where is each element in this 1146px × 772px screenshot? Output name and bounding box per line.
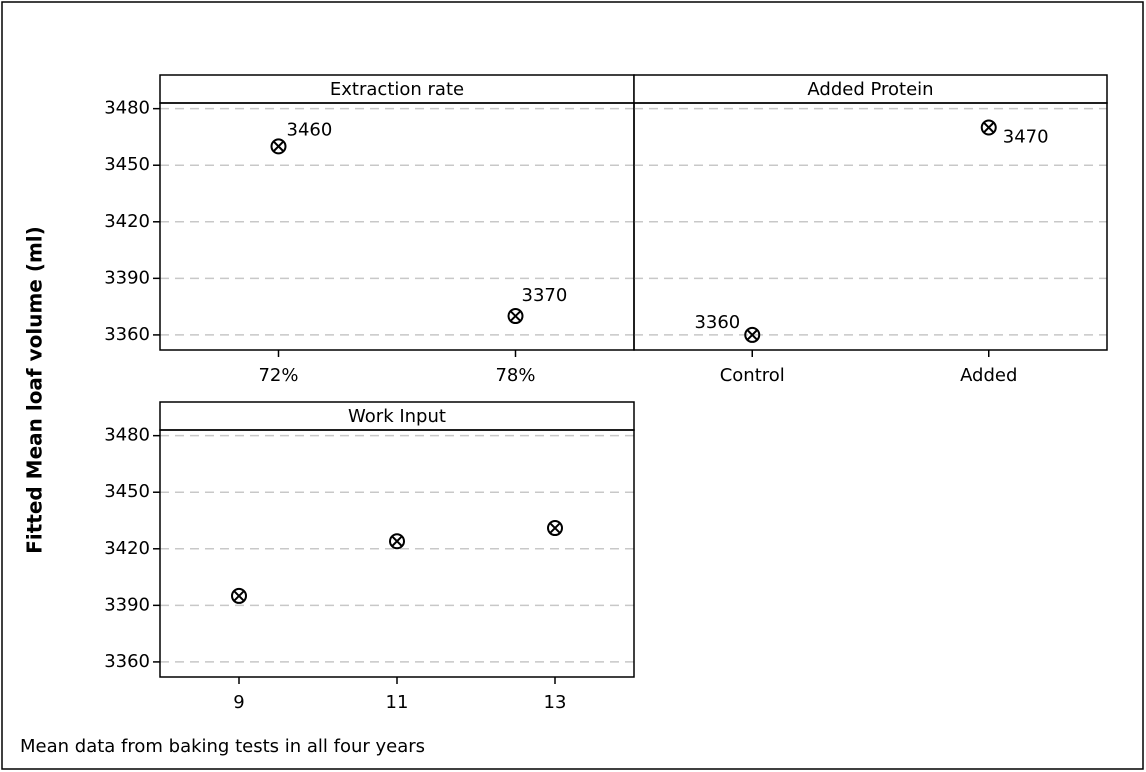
panel-title: Added Protein	[807, 79, 933, 100]
data-label: 3360	[694, 312, 740, 333]
point-circle	[980, 119, 997, 136]
y-tick-label: 3360	[104, 324, 150, 345]
strip	[159, 74, 635, 104]
panel-title: Extraction rate	[330, 79, 464, 100]
point	[231, 587, 247, 604]
y-tick-label: 3480	[104, 425, 150, 446]
point-circle	[547, 520, 563, 537]
point-cross	[509, 310, 522, 322]
x-tick-label: 11	[386, 692, 409, 713]
x-tick-label: 13	[544, 692, 567, 713]
point-cross	[746, 329, 758, 341]
strip	[159, 401, 635, 431]
x-tick-label: Added	[960, 365, 1017, 386]
point	[547, 520, 563, 537]
point-cross	[983, 121, 995, 134]
point-cross	[233, 590, 245, 602]
y-tick-label: 3360	[104, 651, 150, 672]
x-tick-label: 78%	[495, 365, 535, 386]
strip	[633, 74, 1108, 104]
x-tick-label: Control	[720, 365, 785, 386]
point-cross	[549, 522, 561, 534]
y-tick-label: 3450	[104, 481, 150, 502]
x-tick-label: 9	[233, 692, 244, 713]
point-circle	[744, 326, 761, 343]
y-tick-label: 3450	[104, 154, 150, 175]
point	[389, 533, 405, 550]
y-tick-label: 3390	[104, 267, 150, 288]
point-circle	[389, 533, 405, 550]
point-circle	[507, 308, 524, 325]
y-tick-label: 3420	[104, 538, 150, 559]
point-circle	[231, 587, 247, 604]
point	[507, 308, 524, 325]
data-label: 3460	[287, 119, 333, 140]
footnote: Mean data from baking tests in all four …	[20, 736, 425, 757]
point-cross	[391, 535, 403, 547]
y-axis-label: Fitted Mean loaf volume (ml)	[23, 226, 47, 554]
y-tick-label: 3480	[104, 98, 150, 119]
y-tick-label: 3420	[104, 211, 150, 232]
data-label: 3470	[1003, 127, 1049, 148]
panel-title: Work Input	[348, 406, 446, 427]
point-cross	[272, 140, 285, 152]
data-label: 3370	[522, 285, 568, 306]
point	[270, 138, 287, 155]
x-tick-label: 72%	[258, 365, 298, 386]
point-circle	[270, 138, 287, 155]
plot-frame	[633, 102, 1108, 351]
y-tick-label: 3390	[104, 594, 150, 615]
point	[744, 326, 761, 343]
point	[980, 119, 997, 136]
